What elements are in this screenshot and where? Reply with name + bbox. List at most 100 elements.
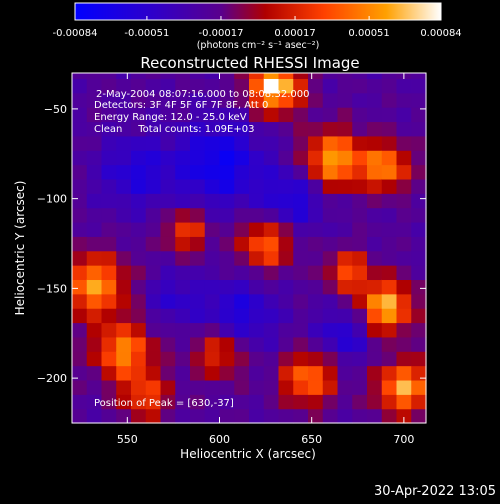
heatmap-cell <box>396 164 412 180</box>
heatmap-cell <box>396 308 412 324</box>
heatmap-cell <box>86 379 103 395</box>
heatmap-cell <box>352 78 368 94</box>
heatmap-cell <box>204 92 221 108</box>
heatmap-cell <box>396 236 412 252</box>
heatmap-cell <box>278 121 294 137</box>
heatmap-cell <box>381 250 398 266</box>
heatmap-cell <box>204 78 221 94</box>
heatmap-cell <box>101 250 117 266</box>
heatmap-cell <box>175 221 191 237</box>
heatmap-cell <box>337 322 353 338</box>
heatmap-cell <box>101 351 117 367</box>
heatmap-cell <box>293 92 309 108</box>
heatmap-cell <box>160 394 176 410</box>
heatmap-cell <box>278 236 294 252</box>
heatmap-cell <box>278 135 294 151</box>
heatmap-cell <box>308 221 324 237</box>
colorbar-ticks: -0.00084 -0.00051 -0.00017 0.00017 0.00051 0.… <box>53 16 462 39</box>
heatmap-cell <box>411 73 427 79</box>
heatmap-cell <box>101 308 117 324</box>
heatmap-cell <box>263 322 280 338</box>
heatmap-cell <box>278 308 294 324</box>
heatmap-cell <box>411 308 427 324</box>
heatmap-cell <box>131 308 147 324</box>
heatmap-cell <box>131 178 147 194</box>
heatmap-cell <box>352 351 368 367</box>
heatmap-cell <box>337 193 353 209</box>
colorbar: -0.00084 -0.00051 -0.00017 0.00017 0.00051 0.… <box>53 2 462 51</box>
heatmap-cell <box>293 351 309 367</box>
heatmap-cell <box>190 78 206 94</box>
heatmap-cell <box>293 322 309 338</box>
heatmap-cell <box>131 365 147 381</box>
heatmap-cell <box>86 336 103 352</box>
heatmap-cell <box>175 150 191 166</box>
heatmap-cell <box>234 150 250 166</box>
heatmap-cell <box>322 293 339 309</box>
heatmap-cell <box>160 121 176 137</box>
heatmap-cell <box>190 279 206 295</box>
heatmap-cell <box>204 250 221 266</box>
axis-ticks: 550 600 650 700 −50 −100 −150 −200 <box>37 73 426 446</box>
heatmap-cells <box>72 73 427 424</box>
heatmap-cell <box>411 164 427 180</box>
heatmap-cell <box>160 92 176 108</box>
heatmap-cell <box>219 150 235 166</box>
x-tick-label: 550 <box>117 433 138 446</box>
heatmap-cell <box>322 308 339 324</box>
annotation-energy-range: Energy Range: 12.0 - 25.0 keV <box>94 112 247 123</box>
heatmap-cell <box>145 135 162 151</box>
x-axis-title: Heliocentric X (arcsec) <box>180 447 316 461</box>
heatmap-cell <box>116 178 132 194</box>
heatmap-cell <box>116 150 132 166</box>
heatmap-cell <box>72 394 88 410</box>
heatmap-cell <box>160 135 176 151</box>
heatmap-cell <box>263 207 280 223</box>
heatmap-cell <box>219 121 235 137</box>
heatmap-cell <box>308 150 324 166</box>
heatmap-cell <box>293 121 309 137</box>
colorbar-tick-label: -0.00084 <box>53 28 98 39</box>
heatmap-cell <box>411 250 427 266</box>
heatmap-cell <box>72 78 88 94</box>
heatmap-cell <box>249 279 265 295</box>
heatmap-cell <box>234 178 250 194</box>
heatmap-cell <box>367 164 383 180</box>
heatmap-cell <box>190 250 206 266</box>
heatmap-cell <box>411 379 427 395</box>
heatmap-cell <box>322 279 339 295</box>
heatmap-cell <box>101 379 117 395</box>
heatmap-cell <box>234 394 250 410</box>
heatmap-cell <box>131 221 147 237</box>
heatmap-cell <box>396 107 412 123</box>
heatmap-cell <box>278 78 294 94</box>
heatmap-cell <box>160 379 176 395</box>
heatmap-cell <box>131 379 147 395</box>
heatmap-cell <box>131 293 147 309</box>
heatmap-cell <box>204 394 221 410</box>
heatmap-cell <box>72 279 88 295</box>
heatmap-cell <box>308 178 324 194</box>
heatmap-cell <box>175 322 191 338</box>
heatmap-cell <box>72 193 88 209</box>
heatmap-cell <box>308 73 324 79</box>
heatmap-cell <box>263 150 280 166</box>
heatmap-cell <box>219 394 235 410</box>
heatmap-cell <box>411 394 427 410</box>
heatmap-cell <box>278 92 294 108</box>
heatmap-cell <box>234 408 250 424</box>
colorbar-unit-label: (photons cm⁻² s⁻¹ asec⁻²) <box>197 40 320 51</box>
heatmap-cell <box>249 351 265 367</box>
heatmap-cell <box>249 150 265 166</box>
heatmap-cell <box>249 265 265 281</box>
heatmap-cell <box>234 92 250 108</box>
heatmap-cell <box>175 308 191 324</box>
heatmap-cell <box>86 164 103 180</box>
heatmap-cell <box>101 236 117 252</box>
heatmap-cell <box>263 293 280 309</box>
heatmap-cell <box>219 379 235 395</box>
heatmap-cell <box>308 365 324 381</box>
heatmap-cell <box>322 135 339 151</box>
heatmap-cell <box>101 164 117 180</box>
heatmap-cell <box>116 236 132 252</box>
